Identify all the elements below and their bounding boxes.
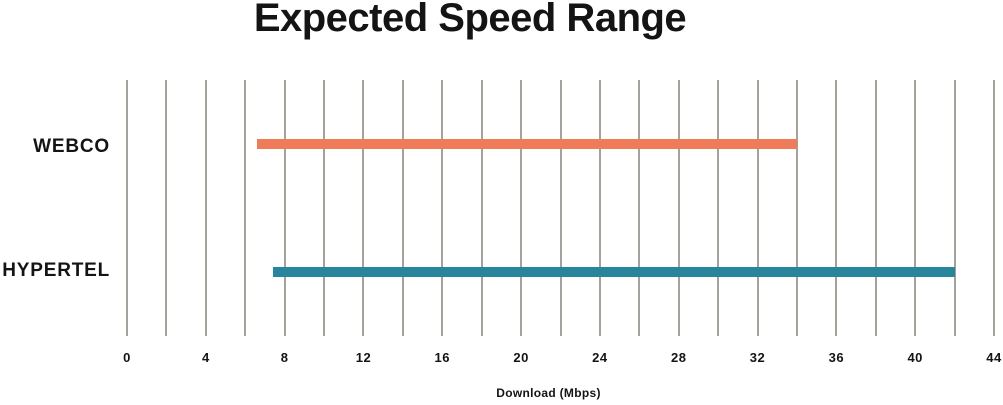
- gridline: [283, 80, 286, 336]
- gridline: [204, 80, 207, 336]
- gridline: [244, 80, 247, 336]
- gridline: [874, 80, 877, 336]
- gridline: [914, 80, 917, 336]
- x-tick-label: 32: [749, 350, 766, 365]
- gridline: [717, 80, 720, 336]
- gridline: [993, 80, 995, 336]
- x-tick-label: 16: [434, 350, 450, 365]
- x-tick-label: 36: [828, 350, 845, 365]
- x-tick-label: 44: [986, 350, 1002, 365]
- range-bar-webco: [257, 139, 797, 149]
- x-tick-label: 0: [123, 350, 131, 365]
- gridline: [401, 80, 404, 336]
- gridline: [126, 80, 128, 336]
- gridline: [165, 80, 168, 336]
- x-tick-label: 12: [355, 350, 372, 365]
- x-tick-label: 24: [592, 350, 608, 365]
- category-label-webco: WEBCO: [33, 136, 110, 157]
- x-tick-label: 40: [907, 350, 923, 365]
- x-tick-label: 8: [280, 350, 289, 365]
- gridline: [677, 80, 680, 336]
- plot-area: [126, 80, 995, 336]
- chart-title: Expected Speed Range: [253, 0, 687, 40]
- gridline: [362, 80, 365, 336]
- x-axis-title: Download (Mbps): [496, 386, 601, 400]
- gridline: [598, 80, 601, 336]
- gridline: [323, 80, 326, 336]
- category-label-hypertel: HYPERTEL: [2, 260, 110, 281]
- x-tick-label: 20: [513, 350, 529, 365]
- gridline: [638, 80, 641, 336]
- gridline: [756, 80, 759, 336]
- x-tick-label: 4: [201, 350, 210, 365]
- x-axis-ticks: 0 4 8 12 16 20 24 28 32 36 40 44: [123, 350, 1001, 366]
- gridline: [520, 80, 523, 336]
- range-bar-hypertel: [272, 267, 955, 277]
- gridline: [559, 80, 562, 336]
- x-tick-label: 28: [670, 350, 687, 365]
- gridline: [835, 80, 838, 336]
- gridline: [795, 80, 798, 336]
- gridline: [441, 80, 444, 336]
- gridline: [480, 80, 483, 336]
- gridline: [953, 80, 956, 336]
